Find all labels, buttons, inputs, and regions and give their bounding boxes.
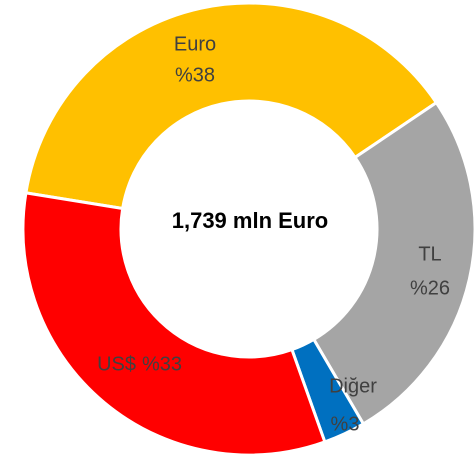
slice-name-label: Diğer [329,375,377,397]
slice-name-label: TL [418,243,441,265]
center-label: 1,739 mln Euro [172,208,329,233]
donut-slice [24,1,439,211]
slice-name-label: Euro [174,33,216,55]
slice-value-label: %33 [142,353,182,375]
slice-value-label: %3 [331,413,360,435]
slice-name-label: US$ [97,353,136,375]
donut-slice [21,191,327,457]
slices [21,1,474,457]
slice-value-label: %26 [410,277,450,299]
slice-value-label: %38 [175,64,215,86]
